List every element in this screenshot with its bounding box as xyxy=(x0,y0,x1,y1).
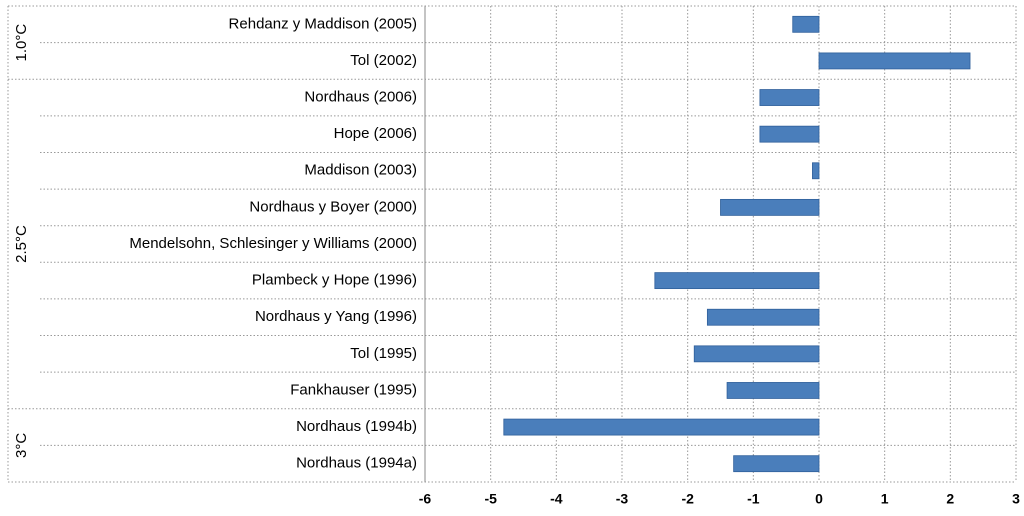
bar xyxy=(720,198,820,216)
x-tick-label: -1 xyxy=(747,491,760,507)
y-tick-label: Nordhaus (1994a) xyxy=(296,455,417,472)
group-label: 3°C xyxy=(13,433,30,458)
bar xyxy=(818,52,971,70)
bar xyxy=(759,125,820,143)
x-tick-label: 1 xyxy=(881,491,889,507)
y-tick-label: Nordhaus y Boyer (2000) xyxy=(249,198,417,215)
bar xyxy=(503,418,820,436)
group-label: 2.5°C xyxy=(13,225,30,263)
x-tick-label: -2 xyxy=(681,491,694,507)
x-tick-label: 0 xyxy=(815,491,823,507)
bar xyxy=(759,89,820,106)
x-tick-label: -3 xyxy=(616,491,629,507)
y-tick-label: Tol (2002) xyxy=(350,52,417,69)
bar xyxy=(812,162,820,180)
y-tick-label: Hope (2006) xyxy=(334,125,417,142)
y-tick-label: Nordhaus (1994b) xyxy=(296,418,417,435)
y-tick-label: Maddison (2003) xyxy=(304,162,417,179)
y-tick-label: Tol (1995) xyxy=(350,345,417,362)
bar xyxy=(792,15,820,33)
y-tick-label: Rehdanz y Maddison (2005) xyxy=(229,15,417,32)
bar xyxy=(726,382,820,399)
x-tick-label: 2 xyxy=(946,491,954,507)
y-tick-label: Mendelsohn, Schlesinger y Williams (2000… xyxy=(129,235,417,252)
y-tick-label: Fankhauser (1995) xyxy=(290,381,417,398)
y-tick-label: Nordhaus (2006) xyxy=(304,89,417,106)
bar xyxy=(706,308,820,326)
y-tick-label: Plambeck y Hope (1996) xyxy=(252,272,417,289)
y-tick-label: Nordhaus y Yang (1996) xyxy=(255,308,417,325)
bar xyxy=(693,345,820,363)
bar xyxy=(654,272,820,290)
bar xyxy=(733,455,820,473)
x-tick-label: -5 xyxy=(484,491,497,507)
x-tick-label: 3 xyxy=(1012,491,1020,507)
x-tick-label: -6 xyxy=(419,491,432,507)
group-label: 1.0°C xyxy=(13,24,30,62)
x-tick-label: -4 xyxy=(550,491,563,507)
